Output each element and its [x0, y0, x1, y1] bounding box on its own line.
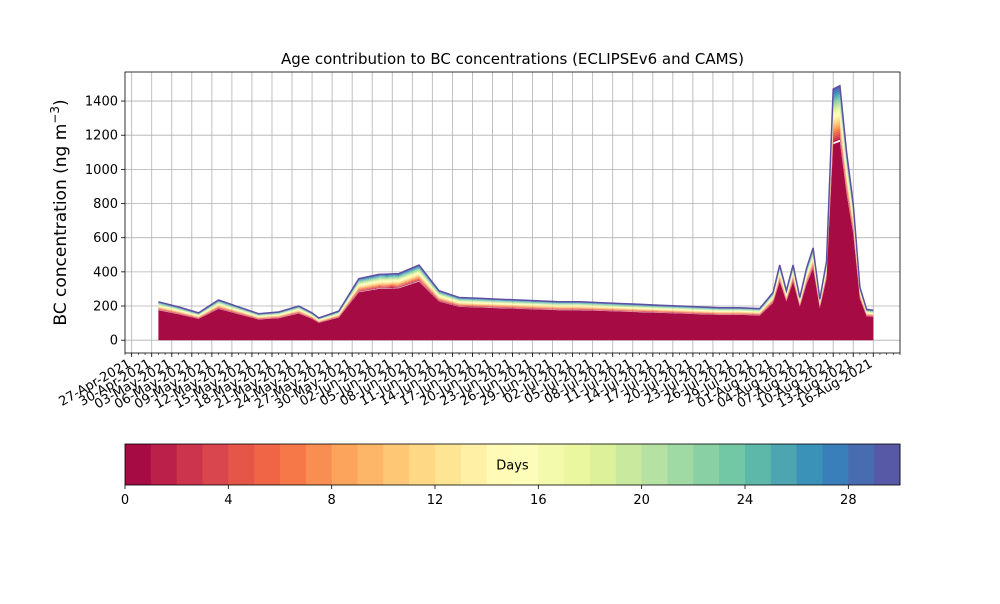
- colorbar-tick-label: 28: [840, 493, 857, 508]
- y-axis-label: BC concentration (ng m−3): [48, 99, 71, 325]
- colorbar-cell: [667, 444, 694, 485]
- age-band-29: [158, 85, 874, 319]
- colorbar-cell: [305, 444, 333, 485]
- age-band-4: [158, 132, 874, 323]
- colorbar-tick-label: 20: [633, 493, 650, 508]
- colorbar-cell: [693, 444, 720, 485]
- age-band-0: [158, 141, 874, 341]
- colorbar-tick-label: 8: [328, 493, 336, 508]
- y-tick-label: 200: [93, 300, 118, 315]
- colorbar-cell: [331, 444, 358, 485]
- colorbar-cell: [874, 444, 901, 485]
- age-band-7: [158, 126, 874, 322]
- total-line: [158, 84, 874, 319]
- age-band-15: [158, 111, 874, 321]
- age-band-13: [158, 115, 874, 321]
- colorbar-cell: [615, 444, 643, 485]
- colorbar-cell: [770, 444, 798, 485]
- colorbar-label: Days: [496, 459, 529, 474]
- colorbar-cell: [538, 444, 565, 485]
- y-axis-label-close: ): [51, 99, 71, 106]
- age-band-25: [158, 93, 874, 319]
- age-band-22: [158, 98, 874, 320]
- colorbar-cell: [848, 444, 875, 485]
- age-band-17: [158, 108, 874, 321]
- y-tick-label: 1200: [85, 129, 118, 144]
- colorbar-cell: [280, 444, 307, 485]
- colorbar-cell: [383, 444, 410, 485]
- colorbar-cell: [357, 444, 384, 485]
- age-band-11: [158, 119, 874, 322]
- colorbar-cell: [486, 444, 513, 485]
- x-axis: 27-Apr-202130-Apr-202103-May-202106-May-…: [57, 353, 901, 412]
- age-band-27: [158, 89, 874, 319]
- age-band-10: [158, 121, 874, 322]
- age-band-18: [158, 106, 874, 320]
- colorbar-cell: [641, 444, 668, 485]
- age-band-1: [158, 137, 874, 323]
- age-band-23: [158, 96, 874, 320]
- colorbar-cell: [719, 444, 746, 485]
- colorbar: 0 4 8 12 16 20 24 28 Days: [121, 443, 901, 508]
- age-band-14: [158, 113, 874, 321]
- y-axis-label-main: BC concentration (ng m: [51, 124, 71, 326]
- age-band-16: [158, 109, 874, 321]
- colorbar-tick-label: 4: [224, 493, 232, 508]
- colorbar-cell: [590, 444, 617, 485]
- y-tick-label: 600: [93, 231, 118, 246]
- colorbar-cell: [125, 444, 152, 485]
- colorbar-tick-label: 16: [530, 493, 547, 508]
- age-band-2: [158, 136, 874, 323]
- colorbar-frame: [124, 443, 901, 486]
- age-areas: [158, 85, 874, 341]
- colorbar-cell: [745, 444, 772, 485]
- colorbar-cell: [564, 444, 591, 485]
- y-tick-label: 400: [93, 265, 118, 280]
- age-band-8: [158, 124, 874, 322]
- colorbar-cell: [796, 444, 823, 485]
- colorbar-cell: [150, 444, 178, 485]
- age-band-12: [158, 117, 874, 321]
- y-tick-label: 800: [93, 197, 118, 212]
- age-band-26: [158, 91, 874, 319]
- colorbar-cell: [822, 444, 849, 485]
- chart-title: Age contribution to BC concentrations (E…: [281, 50, 744, 68]
- y-tick-label: 1400: [85, 95, 118, 110]
- age-band-21: [158, 100, 874, 320]
- y-axis: 0 200 400 600 800 1000 1200 1400: [85, 95, 125, 349]
- y-axis-label-sup: −3: [48, 106, 62, 124]
- y-tick-label: 0: [110, 334, 118, 349]
- age-band-5: [158, 130, 874, 323]
- colorbar-tick-label: 0: [121, 493, 129, 508]
- age-band-28: [158, 87, 874, 319]
- colorbar-cell: [176, 444, 203, 485]
- age-band-3: [158, 134, 874, 323]
- age-band-24: [158, 95, 874, 319]
- age-band-19: [158, 104, 874, 320]
- colorbar-tick-label: 24: [737, 493, 754, 508]
- colorbar-cell: [409, 444, 436, 485]
- colorbar-tick-label: 12: [427, 493, 444, 508]
- age-band-6: [158, 128, 874, 322]
- colorbar-cell: [254, 444, 281, 485]
- colorbar-cell: [460, 444, 488, 485]
- colorbar-cell: [202, 444, 229, 485]
- colorbar-cell: [435, 444, 462, 485]
- colorbar-cell: [512, 444, 539, 485]
- y-tick-label: 1000: [85, 163, 118, 178]
- colorbar-cell: [228, 444, 255, 485]
- age-band-9: [158, 123, 874, 322]
